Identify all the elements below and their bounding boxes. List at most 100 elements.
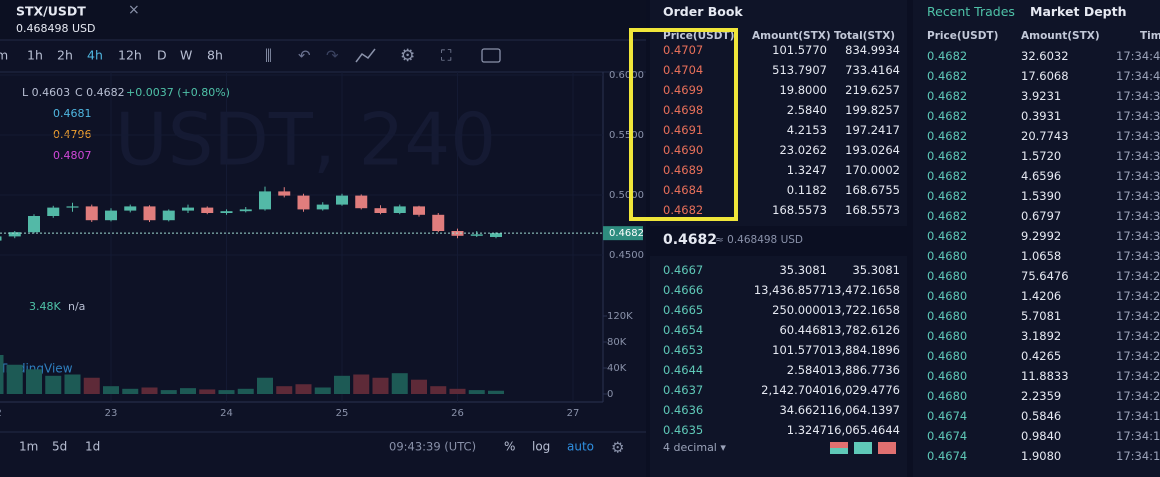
amount: 23.0262 — [779, 143, 827, 157]
trade-row: 0.4682 20.7743 17:34:3 — [913, 126, 1160, 146]
range-button[interactable]: 1m — [19, 440, 38, 454]
price: 0.4682 — [927, 189, 968, 203]
amount: 0.6797 — [1021, 209, 1062, 223]
interval-button[interactable]: 8h — [207, 48, 223, 63]
interval-button[interactable]: 4h — [87, 48, 103, 63]
candle-body — [393, 206, 406, 213]
time: 17:34:4 — [1116, 69, 1160, 83]
time: 17:34:1 — [1116, 429, 1160, 443]
amount: 4.2153 — [786, 123, 827, 137]
candle-body — [220, 211, 233, 213]
view-asks[interactable] — [878, 442, 896, 454]
snapshot-icon[interactable] — [481, 48, 501, 63]
view-bids[interactable] — [854, 442, 872, 454]
interval-button[interactable]: 2h — [57, 48, 73, 63]
row: 0.4698 2.5840 199.8257 — [650, 100, 907, 120]
plot: 0.6000 0.5500 0.5000 0.4500 120K 80K 40K 0 22 23 2… — [0, 70, 644, 419]
volume-bar — [314, 387, 331, 394]
price: 0.4674 — [927, 449, 968, 463]
amount: 34.6621 — [779, 403, 827, 417]
amount: 101.5770 — [772, 43, 827, 57]
close-icon[interactable]: × — [128, 2, 140, 18]
total: 199.8257 — [845, 103, 900, 117]
candle-body — [374, 208, 387, 213]
time: 17:34:2 — [1116, 289, 1160, 303]
price: 0.4682 — [927, 49, 968, 63]
volume-bar — [64, 374, 81, 394]
candle-type-icon[interactable]: ⫼ — [265, 47, 272, 65]
trade-row: 0.4674 0.5846 17:34:1 — [913, 406, 1160, 426]
amount: 3.1892 — [1021, 329, 1062, 343]
price: 0.4680 — [927, 249, 968, 263]
interval-button[interactable]: 1h — [27, 48, 43, 63]
price: 0.4690 — [663, 143, 704, 157]
log-toggle[interactable]: log — [532, 440, 550, 454]
interval-button[interactable]: W — [180, 48, 192, 63]
total: 13,886.7736 — [826, 363, 900, 377]
row: 0.4637 2,142.7040 16,029.4776 — [650, 380, 907, 400]
amount: 168.5573 — [772, 203, 827, 217]
interval-button[interactable]: D — [157, 48, 167, 63]
price: 0.4680 — [927, 369, 968, 383]
interval-button[interactable]: m — [0, 48, 8, 63]
price: 0.4682 — [927, 149, 968, 163]
price: 0.4674 — [927, 409, 968, 423]
clock: 09:43:39 (UTC) — [389, 440, 476, 454]
percent-toggle[interactable]: % — [504, 440, 515, 454]
volume-bar — [160, 390, 177, 394]
amount: 513.7907 — [772, 63, 827, 77]
total: 13,722.1658 — [826, 303, 900, 317]
price: 0.4667 — [663, 263, 704, 277]
amount: 19.8000 — [779, 83, 827, 97]
time: 17:34:4 — [1116, 49, 1160, 63]
fullscreen-icon[interactable]: ⛶ — [441, 47, 452, 65]
settings-icon[interactable]: ⚙ — [611, 439, 624, 457]
range-button[interactable]: 1d — [85, 440, 100, 454]
price: 0.4654 — [663, 323, 704, 337]
redo-icon[interactable]: ↷ — [326, 47, 339, 65]
price-tick-label: 0.5500 — [609, 130, 644, 141]
candle-body — [239, 209, 252, 212]
trade-row: 0.4680 3.1892 17:34:2 — [913, 326, 1160, 346]
amount: 0.9840 — [1021, 429, 1062, 443]
volume-tick-label: 0 — [607, 389, 613, 400]
total: 16,065.4644 — [826, 423, 900, 437]
order-book: Order Book Price(USDT) Amount(STX) Total(S… — [650, 0, 907, 477]
pair[interactable]: STX/USDT — [16, 4, 86, 19]
amount: 0.1182 — [786, 183, 827, 197]
time: 17:34:3 — [1116, 189, 1160, 203]
decimal-select[interactable]: 4 decimal ▾ — [663, 441, 726, 454]
amount: 2.5840 — [786, 363, 827, 377]
auto-toggle[interactable]: auto — [567, 440, 594, 454]
view-both[interactable] — [830, 442, 848, 454]
volume-bar — [372, 377, 389, 394]
tab-market-depth[interactable]: Market Depth — [1030, 4, 1127, 19]
interval-button[interactable]: 12h — [118, 48, 142, 63]
amount: 101.5770 — [772, 343, 827, 357]
row: 0.4635 1.3247 16,065.4644 — [650, 420, 907, 440]
volume-ma: n/a — [68, 300, 85, 313]
price: 0.4682 — [927, 129, 968, 143]
total: 35.3081 — [852, 263, 900, 277]
trade-row: 0.4680 75.6476 17:34:2 — [913, 266, 1160, 286]
amount: 4.6596 — [1021, 169, 1062, 183]
tab-recent-trades[interactable]: Recent Trades — [927, 4, 1015, 19]
amount: 3.9231 — [1021, 89, 1062, 103]
indicators-icon[interactable] — [355, 48, 376, 63]
amount: 0.5846 — [1021, 409, 1062, 423]
header-bg — [0, 0, 646, 40]
candle-body — [336, 195, 348, 205]
price: 0.4698 — [663, 103, 704, 117]
mid-price: 0.4682 — [663, 232, 718, 248]
price: 0.4689 — [663, 163, 704, 177]
settings-icon[interactable]: ⚙ — [400, 46, 415, 66]
volume-bar — [83, 377, 100, 394]
range-button[interactable]: 5d — [52, 440, 67, 454]
time-tick-label: 23 — [105, 408, 118, 419]
undo-icon[interactable]: ↶ — [298, 47, 311, 65]
volume-bar — [45, 375, 62, 394]
indicator-value: 0.4807 — [53, 149, 92, 162]
volume-bar — [180, 388, 196, 394]
amount: 0.3931 — [1021, 109, 1062, 123]
